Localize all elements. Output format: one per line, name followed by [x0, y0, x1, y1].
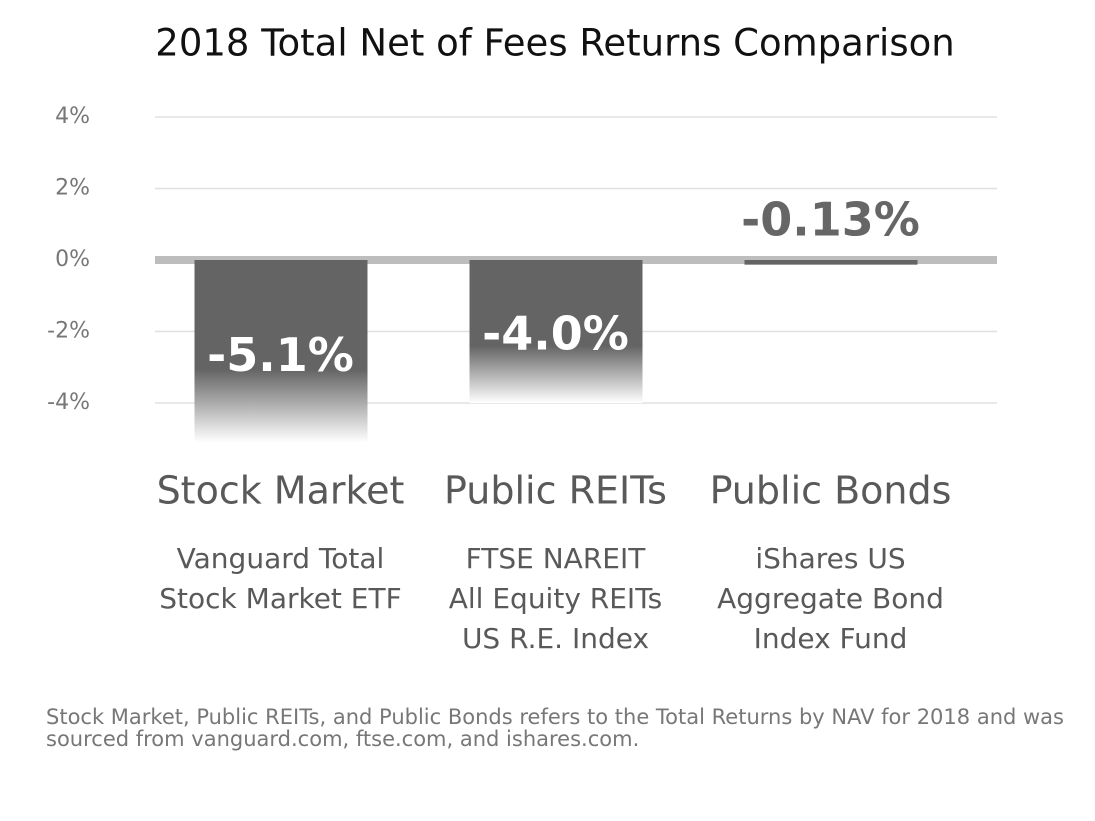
- chart-title: 2018 Total Net of Fees Returns Compariso…: [155, 22, 954, 65]
- y-tick-label: -2%: [47, 319, 90, 344]
- value-label: -0.13%: [741, 193, 920, 247]
- category-description: All Equity REITs: [449, 582, 663, 615]
- y-tick-label: 4%: [55, 104, 90, 129]
- y-tick-label: -4%: [47, 390, 90, 415]
- bar: [194, 260, 368, 443]
- value-label: -5.1%: [207, 328, 354, 382]
- category-description: Index Fund: [754, 622, 908, 655]
- x-tick-label: Public REITs: [444, 469, 667, 513]
- x-tick-label: Stock Market: [157, 469, 405, 513]
- value-label: -4.0%: [482, 307, 629, 361]
- x-tick-label: Public Bonds: [710, 469, 952, 513]
- category-description: Stock Market ETF: [159, 582, 401, 615]
- category-description: iShares US: [755, 542, 905, 575]
- category-description: Aggregate Bond: [717, 582, 944, 615]
- y-tick-label: 2%: [55, 176, 90, 201]
- category-description: Vanguard Total: [177, 542, 385, 575]
- chart: 2018 Total Net of Fees Returns Compariso…: [47, 22, 997, 655]
- bar: [744, 260, 918, 265]
- bar: [469, 260, 643, 403]
- footnote: Stock Market, Public REITs, and Public B…: [46, 705, 1064, 751]
- y-tick-label: 0%: [55, 247, 90, 272]
- category-description: US R.E. Index: [462, 622, 649, 655]
- category-description: FTSE NAREIT: [466, 542, 647, 575]
